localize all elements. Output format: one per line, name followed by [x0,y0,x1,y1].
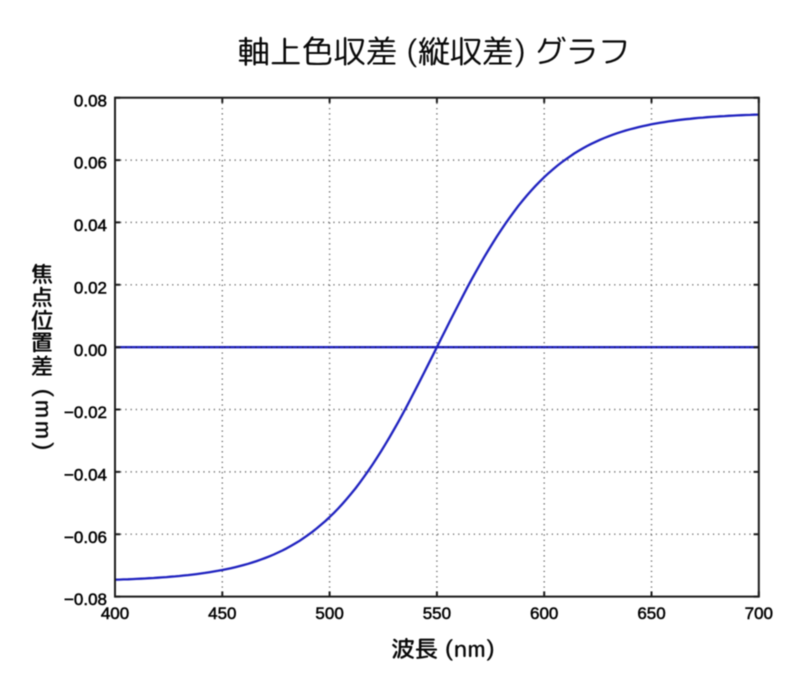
svg-text:−0.04: −0.04 [64,466,107,485]
svg-text:−0.08: −0.08 [64,590,107,609]
svg-text:0.08: 0.08 [74,91,107,110]
svg-text:700: 700 [745,604,773,623]
svg-text:−0.06: −0.06 [64,528,107,547]
svg-text:400: 400 [101,604,129,623]
svg-text:0.06: 0.06 [74,154,107,173]
svg-text:0.00: 0.00 [74,341,107,360]
svg-text:650: 650 [637,604,665,623]
svg-text:600: 600 [530,604,558,623]
svg-text:−0.02: −0.02 [64,403,107,422]
svg-text:0.04: 0.04 [74,216,107,235]
svg-text:550: 550 [423,604,451,623]
svg-text:500: 500 [315,604,343,623]
svg-text:450: 450 [208,604,236,623]
svg-text:0.02: 0.02 [74,278,107,297]
